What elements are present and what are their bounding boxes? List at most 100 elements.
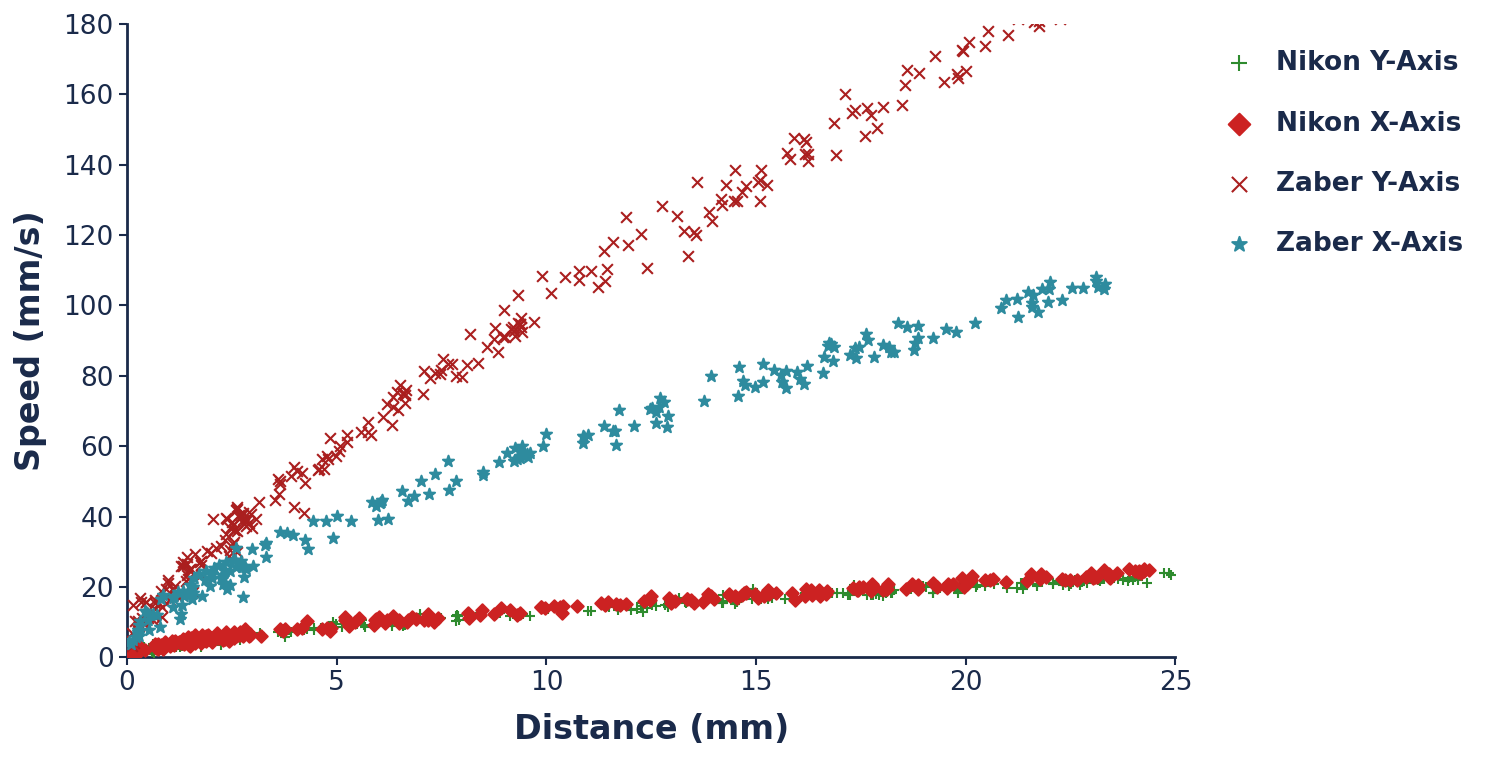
Zaber Y-Axis — [423, 367, 448, 379]
Zaber X-Axis — [607, 404, 631, 416]
Zaber X-Axis — [1084, 271, 1108, 283]
Zaber Y-Axis — [282, 461, 306, 473]
Zaber X-Axis — [743, 381, 767, 393]
Zaber X-Axis — [963, 316, 987, 328]
Nikon Y-Axis — [1117, 575, 1141, 587]
Nikon X-Axis — [952, 581, 977, 593]
Zaber Y-Axis — [833, 88, 857, 100]
Nikon Y-Axis — [900, 581, 924, 593]
Zaber X-Axis — [375, 513, 399, 525]
Zaber X-Axis — [882, 346, 906, 358]
Zaber X-Axis — [142, 607, 166, 619]
Zaber Y-Axis — [190, 568, 214, 581]
Nikon X-Axis — [974, 575, 998, 587]
Nikon X-Axis — [196, 629, 220, 641]
Zaber Y-Axis — [974, 40, 998, 52]
Zaber Y-Axis — [395, 384, 419, 396]
Nikon X-Axis — [146, 643, 170, 655]
Nikon Y-Axis — [1041, 578, 1065, 590]
Zaber Y-Axis — [127, 615, 151, 627]
Zaber Y-Axis — [957, 36, 981, 48]
Zaber Y-Axis — [316, 453, 341, 465]
Zaber X-Axis — [1050, 294, 1074, 306]
Zaber X-Axis — [487, 456, 511, 468]
Nikon X-Axis — [199, 633, 223, 645]
Nikon X-Axis — [1123, 565, 1147, 577]
Nikon Y-Axis — [140, 644, 164, 657]
Zaber X-Axis — [190, 590, 214, 602]
Zaber Y-Axis — [214, 513, 238, 525]
Zaber Y-Axis — [134, 597, 158, 609]
Nikon X-Axis — [158, 640, 182, 652]
Nikon Y-Axis — [882, 584, 906, 597]
Zaber Y-Axis — [223, 504, 247, 516]
Zaber X-Axis — [127, 629, 151, 641]
Nikon Y-Axis — [372, 616, 396, 629]
Nikon Y-Axis — [945, 582, 969, 594]
Nikon X-Axis — [200, 636, 225, 648]
Zaber Y-Axis — [1047, 12, 1071, 24]
Zaber Y-Axis — [747, 174, 772, 186]
Zaber X-Axis — [360, 496, 384, 508]
Nikon X-Axis — [193, 633, 217, 645]
Zaber X-Axis — [231, 591, 255, 603]
Zaber X-Axis — [167, 613, 191, 625]
Zaber Y-Axis — [778, 153, 802, 165]
Zaber X-Axis — [301, 515, 326, 527]
Nikon X-Axis — [417, 611, 442, 623]
Nikon X-Axis — [529, 600, 553, 613]
Nikon Y-Axis — [185, 634, 209, 646]
Zaber Y-Axis — [996, 30, 1020, 42]
Zaber Y-Axis — [672, 225, 696, 237]
Nikon X-Axis — [182, 629, 206, 641]
Zaber X-Axis — [206, 559, 231, 572]
Nikon Y-Axis — [222, 632, 246, 644]
Nikon Y-Axis — [216, 631, 240, 643]
Zaber Y-Axis — [309, 453, 333, 465]
Nikon X-Axis — [212, 633, 237, 645]
Zaber Y-Axis — [508, 318, 532, 330]
Nikon Y-Axis — [668, 592, 692, 604]
Zaber Y-Axis — [143, 603, 167, 616]
Nikon X-Axis — [238, 628, 262, 640]
Nikon Y-Axis — [208, 635, 232, 648]
Nikon X-Axis — [197, 632, 222, 644]
Nikon X-Axis — [457, 612, 481, 624]
Zaber Y-Axis — [231, 507, 255, 519]
Nikon X-Axis — [874, 583, 898, 595]
Zaber Y-Axis — [725, 195, 749, 207]
Nikon X-Axis — [416, 607, 440, 619]
Nikon X-Axis — [470, 604, 494, 616]
Zaber Y-Axis — [428, 369, 452, 381]
Nikon X-Axis — [211, 634, 235, 646]
Nikon X-Axis — [794, 583, 818, 595]
Zaber X-Axis — [182, 572, 206, 584]
Nikon Y-Axis — [867, 589, 891, 601]
Nikon Y-Axis — [880, 585, 904, 597]
Nikon Y-Axis — [140, 646, 164, 658]
Nikon Y-Axis — [954, 577, 978, 589]
Nikon Y-Axis — [854, 589, 879, 601]
Nikon Y-Axis — [206, 632, 231, 644]
Nikon X-Axis — [206, 632, 231, 644]
Nikon X-Axis — [951, 572, 975, 584]
Nikon X-Axis — [222, 632, 246, 644]
Zaber X-Axis — [1022, 290, 1046, 302]
Nikon Y-Axis — [199, 635, 223, 647]
Zaber Y-Axis — [225, 501, 249, 513]
Zaber X-Axis — [1059, 282, 1084, 294]
Zaber X-Axis — [812, 351, 836, 363]
Zaber X-Axis — [214, 577, 238, 589]
Nikon Y-Axis — [921, 587, 945, 599]
Nikon X-Axis — [199, 632, 223, 644]
Zaber Y-Axis — [1053, 6, 1078, 18]
Zaber Y-Axis — [1031, 0, 1055, 4]
Nikon X-Axis — [347, 613, 371, 625]
Nikon Y-Axis — [1025, 578, 1049, 590]
Nikon Y-Axis — [295, 622, 319, 635]
Nikon Y-Axis — [140, 638, 164, 651]
Zaber Y-Axis — [508, 318, 532, 331]
Zaber Y-Axis — [237, 517, 261, 529]
Zaber X-Axis — [656, 410, 680, 422]
Zaber X-Axis — [1035, 296, 1059, 308]
